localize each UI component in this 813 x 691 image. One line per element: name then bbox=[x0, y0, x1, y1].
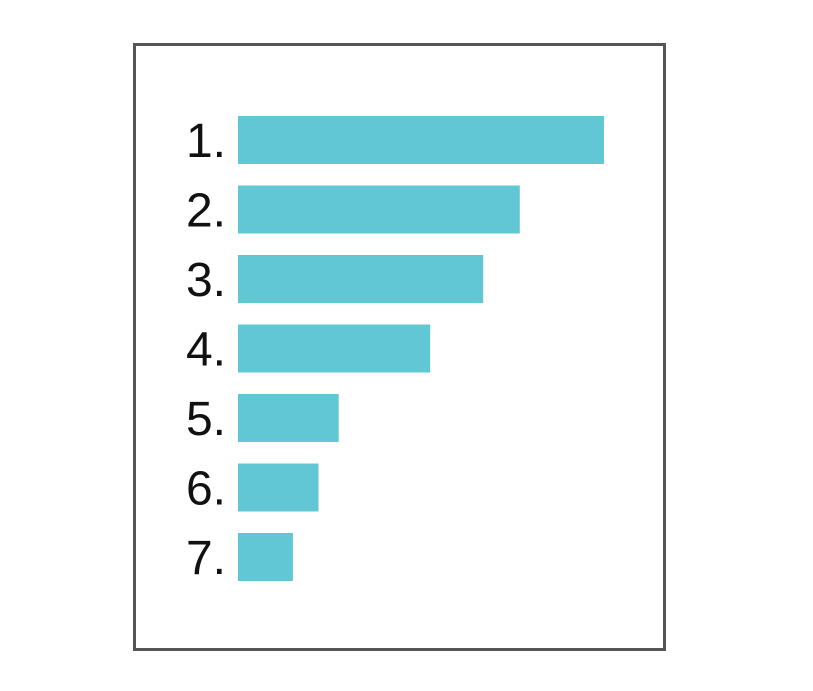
rank-label-3: 3. bbox=[186, 254, 226, 307]
bar-2 bbox=[238, 185, 520, 234]
bar-1 bbox=[238, 116, 604, 164]
bar-7 bbox=[238, 533, 293, 581]
rank-label-7: 7. bbox=[186, 532, 226, 585]
bar-5 bbox=[238, 394, 339, 442]
rank-label-5: 5. bbox=[186, 393, 226, 446]
bar-4 bbox=[238, 324, 431, 373]
bars bbox=[238, 116, 604, 581]
rank-label-4: 4. bbox=[186, 324, 226, 377]
rank-label-1: 1. bbox=[186, 115, 226, 168]
rank-label-2: 2. bbox=[186, 185, 226, 238]
rank-label-6: 6. bbox=[186, 463, 226, 516]
rank-labels: 1. 2. 3. 4. 5. 6. 7. bbox=[186, 115, 226, 585]
bar-6 bbox=[238, 463, 319, 512]
bar-3 bbox=[238, 255, 484, 303]
